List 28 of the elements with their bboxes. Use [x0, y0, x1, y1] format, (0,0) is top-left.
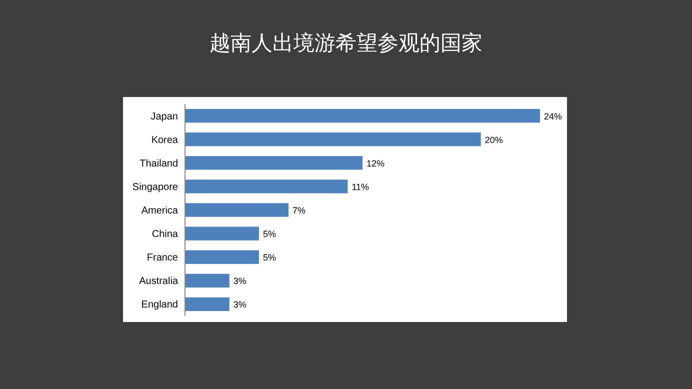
bar [185, 203, 289, 217]
bar [185, 156, 362, 170]
data-label: 20% [484, 134, 503, 145]
bar [185, 108, 540, 123]
y-tick-label: Australia [139, 276, 178, 288]
y-tick-label: England [141, 300, 178, 311]
data-label: 12% [366, 158, 385, 168]
bar [185, 274, 230, 288]
data-label: 7% [292, 206, 306, 216]
y-tick-label: America [141, 206, 178, 216]
data-label: 11% [352, 182, 370, 192]
data-label: 3% [233, 300, 246, 310]
y-tick-label: Japan [150, 111, 178, 122]
bar [185, 297, 230, 312]
data-label: 24% [544, 111, 562, 122]
data-label: 5% [262, 252, 276, 263]
y-tick-label: Korea [151, 134, 178, 146]
bar [185, 132, 481, 146]
bar [185, 180, 348, 194]
y-tick-label: Singapore [132, 182, 178, 193]
y-tick-label: China [152, 229, 178, 240]
chart-title: 越南人出境游希望参观的国家 [210, 32, 482, 55]
data-label: 5% [262, 229, 276, 240]
data-label: 3% [233, 276, 246, 286]
bar [185, 250, 259, 264]
y-tick-label: France [146, 252, 178, 264]
bar [185, 226, 259, 240]
y-tick-label: Thailand [140, 158, 178, 170]
